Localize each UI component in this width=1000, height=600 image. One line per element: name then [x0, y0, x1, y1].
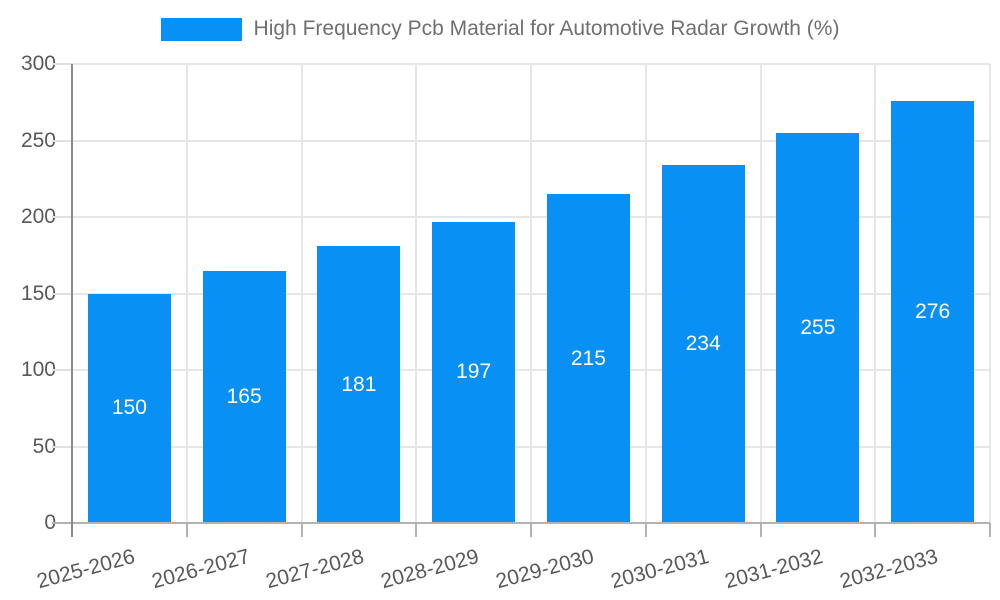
y-tick-label: 200	[20, 205, 56, 228]
x-tick	[759, 523, 762, 537]
bar-2028-2029: 197	[432, 221, 516, 523]
v-gridline	[989, 64, 991, 523]
x-tick	[415, 523, 418, 537]
v-gridline	[874, 64, 877, 523]
x-axis-labels: 2025-2026 2026-2027 2027-2028 2028-2029 2029…	[34, 545, 990, 600]
y-tick-label: 0	[44, 511, 56, 534]
y-tick	[52, 139, 72, 142]
x-tick-label: 2026-2027	[149, 545, 253, 594]
y-tick-label: 150	[20, 281, 56, 305]
x-tick	[530, 523, 532, 537]
y-tick	[52, 216, 72, 218]
bar-value-label: 165	[226, 384, 262, 408]
v-gridline	[185, 64, 188, 523]
bar-value-label: 255	[800, 315, 836, 339]
plot-area: 150 165 181 197 215 234 255 276	[72, 63, 991, 523]
x-tick-label: 2027-2028	[263, 545, 367, 594]
bar-2025-2026: 150	[87, 293, 171, 523]
bar-2032-2033: 276	[891, 100, 975, 523]
x-axis-line	[52, 522, 990, 524]
bar-2026-2027: 165	[202, 270, 286, 523]
x-tick-label: 2028-2029	[378, 545, 482, 594]
y-tick	[52, 445, 72, 448]
x-tick-label: 2029-2030	[493, 545, 597, 594]
x-tick-label: 2025-2026	[34, 545, 138, 594]
y-tick	[52, 369, 72, 371]
v-gridline	[300, 64, 303, 523]
bar-2027-2028: 181	[317, 246, 401, 523]
chart-legend: High Frequency Pcb Material for Automoti…	[0, 17, 1000, 41]
bar-value-label: 215	[570, 346, 606, 370]
y-tick-label: 250	[20, 128, 56, 152]
y-tick	[52, 292, 72, 295]
x-tick-label: 2030-2031	[608, 545, 712, 594]
bar-value-label: 276	[915, 299, 951, 323]
y-tick	[52, 63, 72, 65]
legend-swatch	[160, 17, 242, 41]
bar-value-label: 197	[456, 360, 492, 384]
x-tick	[874, 523, 877, 537]
x-tick	[185, 523, 188, 537]
x-tick	[644, 523, 647, 537]
y-tick-label: 300	[20, 52, 56, 75]
bar-2030-2031: 234	[661, 164, 745, 523]
legend-title: High Frequency Pcb Material for Automoti…	[253, 17, 840, 40]
y-tick-label: 100	[20, 358, 56, 381]
v-gridline	[759, 64, 762, 523]
x-tick	[300, 523, 303, 537]
x-tick-label: 2031-2032	[722, 545, 826, 594]
bar-value-label: 181	[341, 372, 377, 396]
v-gridline	[415, 64, 418, 523]
v-gridline	[644, 64, 647, 523]
bar-2031-2032: 255	[776, 132, 860, 523]
x-tick-label: 2032-2033	[837, 545, 941, 594]
x-tick	[989, 523, 991, 537]
y-axis-line	[71, 64, 73, 537]
bar-2029-2030: 215	[546, 194, 630, 523]
bar-value-label: 150	[111, 396, 147, 420]
y-tick-label: 50	[32, 434, 56, 458]
v-gridline	[530, 64, 532, 523]
bar-value-label: 234	[685, 331, 721, 355]
